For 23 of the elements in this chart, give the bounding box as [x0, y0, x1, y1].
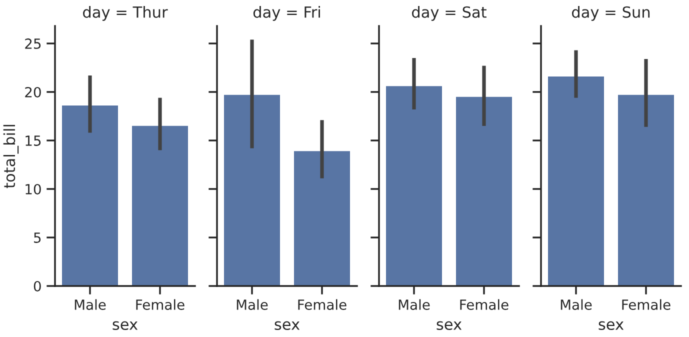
x-tick-label: Male	[560, 299, 592, 310]
chart-title: day = Fri	[253, 6, 320, 21]
x-tick-label: Male	[398, 299, 430, 310]
chart-title: day = Sat	[412, 6, 486, 21]
y-tick-label: 0	[34, 280, 41, 292]
y-tick-label: 20	[25, 86, 41, 98]
x-axis-title: sex	[598, 321, 624, 330]
x-axis-title: sex	[436, 321, 462, 330]
x-axis-title: sex	[274, 321, 300, 330]
y-tick-label: 15	[26, 136, 41, 146]
chart-title: day = Thur	[83, 6, 168, 21]
x-tick-label: Female	[298, 299, 346, 310]
x-tick-label: Female	[460, 299, 508, 310]
x-axis-title: sex	[112, 321, 138, 330]
y-tick-label: 5	[34, 232, 41, 243]
chart-title: day = Sun	[572, 6, 650, 21]
x-tick-label: Female	[622, 299, 670, 310]
x-tick-label: Male	[74, 299, 106, 310]
y-tick-label: 25	[25, 38, 41, 49]
y-axis-title: total_bill	[3, 124, 19, 188]
x-tick-label: Female	[136, 299, 184, 310]
y-tick-label: 10	[26, 184, 41, 194]
x-tick-label: Male	[236, 299, 268, 310]
